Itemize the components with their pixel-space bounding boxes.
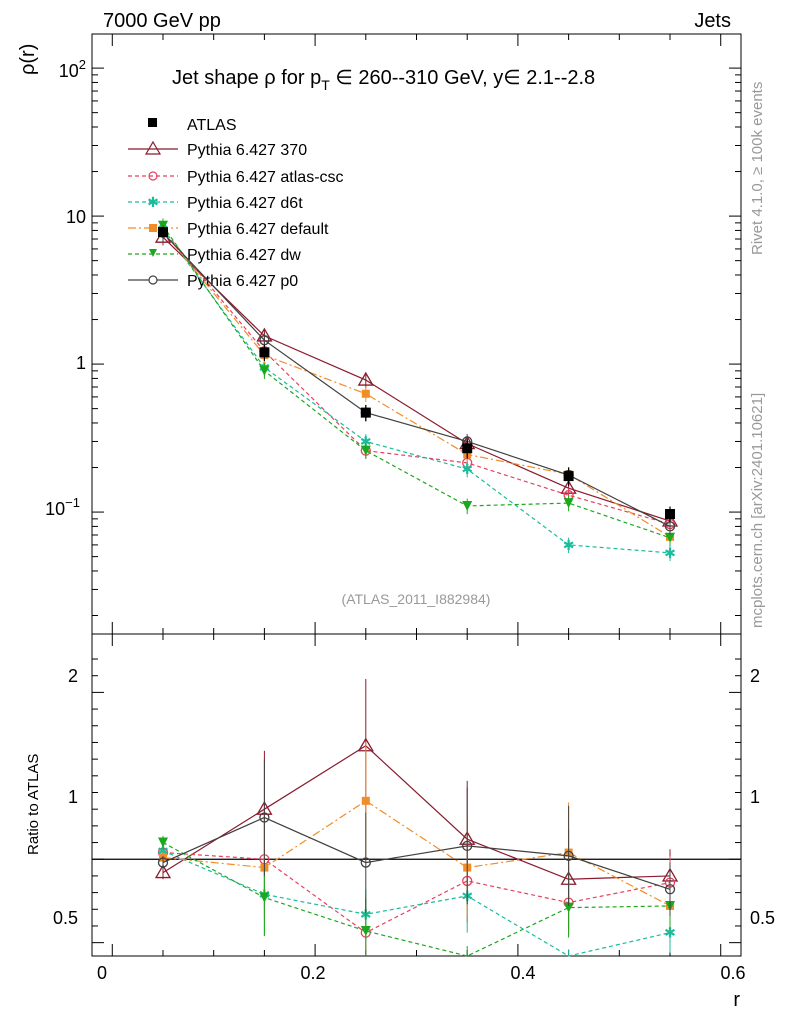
series-line-pythia-6-427-p0 xyxy=(162,232,671,527)
axis-ticks xyxy=(92,34,741,956)
legend-label-370: Pythia 6.427 370 xyxy=(187,142,307,159)
series-line-pythia-6-427-d6t xyxy=(162,228,671,554)
y-tick-label-0.1: 10−1 xyxy=(45,495,80,519)
ratio-tick-label-0.5-right: 0.5 xyxy=(750,908,775,928)
ratio-point-pythia-6-427-p0 xyxy=(664,884,676,895)
ratio-panel-marks: ✱✱✱✱✱ xyxy=(154,679,679,957)
atlas-data-point xyxy=(462,443,473,454)
data-point-pythia-6-427-dw xyxy=(665,532,676,543)
atlas-data-point xyxy=(259,347,270,358)
ratio-y-axis-label: Ratio to ATLAS xyxy=(25,754,42,855)
data-point-pythia-6-427-dw xyxy=(259,365,270,376)
ratio-point-pythia-6-427-default xyxy=(361,796,370,805)
data-point-pythia-6-427-dw xyxy=(360,445,371,456)
ratio-tick-label-2: 2 xyxy=(68,666,78,686)
header-right: Jets xyxy=(694,10,731,32)
ratio-line-pythia-6-427-p0 xyxy=(162,816,671,890)
x-tick-label-0.2: 0.2 xyxy=(300,963,325,983)
atlas-data-point xyxy=(665,509,676,520)
y-tick-label-1: 1 xyxy=(76,353,86,373)
ratio-point-pythia-6-427-370 xyxy=(154,864,172,879)
legend-label-atlas-csc: Pythia 6.427 atlas-csc xyxy=(187,169,344,186)
legend-marker-d6t: ✱ xyxy=(147,194,159,210)
y-tick-label-10: 10 xyxy=(66,207,86,227)
series-line-pythia-6-427-dw xyxy=(162,225,671,539)
ratio-point-pythia-6-427-p0 xyxy=(462,840,473,852)
data-point-pythia-6-427-dw xyxy=(462,500,473,511)
side-label-bottom: mcplots.cern.ch [arXiv:2401.10621] xyxy=(749,393,766,628)
data-point-pythia-6-427-d6t: ✱ xyxy=(664,545,676,561)
x-tick-label-0.6: 0.6 xyxy=(720,963,745,983)
ratio-point-pythia-6-427-dw xyxy=(157,837,168,848)
data-point-pythia-6-427-d6t: ✱ xyxy=(461,461,473,477)
main-panel-marks: ✱✱✱✱✱✱ xyxy=(154,218,679,562)
ratio-tick-label-0.5: 0.5 xyxy=(53,908,78,928)
legend-marker-p0 xyxy=(148,275,158,285)
legend-label-default: Pythia 6.427 default xyxy=(187,221,329,238)
atlas-data-point xyxy=(157,227,168,238)
x-axis-label: r xyxy=(733,989,740,1011)
ratio-point-pythia-6-427-p0 xyxy=(360,857,371,868)
ratio-point-pythia-6-427-dw xyxy=(563,902,574,913)
ratio-tick-label-1: 1 xyxy=(68,787,78,807)
data-point-pythia-6-427-default xyxy=(361,389,370,398)
ratio-line-pythia-6-427-370 xyxy=(162,745,671,880)
ratio-point-pythia-6-427-p0 xyxy=(563,850,574,862)
ratio-line-pythia-6-427-default xyxy=(162,800,671,907)
ratio-panel-frame xyxy=(91,633,742,957)
legend-marker-atlas-csc xyxy=(148,171,158,181)
data-point-pythia-6-427-d6t: ✱ xyxy=(360,433,372,449)
ratio-line-pythia-6-427-atlas-csc xyxy=(162,851,671,934)
series-line-pythia-6-427-default xyxy=(162,230,671,538)
header-left: 7000 GeV pp xyxy=(103,10,221,32)
ratio-line-pythia-6-427-dw xyxy=(162,842,671,957)
ratio-point-pythia-6-427-d6t: ✱ xyxy=(664,925,676,941)
legend-label-p0: Pythia 6.427 p0 xyxy=(187,273,298,290)
side-label-top: Rivet 4.1.0, ≥ 100k events xyxy=(749,82,766,255)
ratio-point-pythia-6-427-p0 xyxy=(157,857,169,868)
data-point-pythia-6-427-p0 xyxy=(259,335,270,346)
ratio-line-pythia-6-427-d6t xyxy=(162,850,671,957)
x-tick-label-0: 0 xyxy=(97,963,107,983)
ratio-tick-label-1-right: 1 xyxy=(750,787,760,807)
atlas-data-point xyxy=(563,471,574,482)
legend-marker-370 xyxy=(144,140,162,155)
legend-label-dw: Pythia 6.427 dw xyxy=(187,247,301,264)
ratio-point-pythia-6-427-p0 xyxy=(259,812,270,823)
legend-label-d6t: Pythia 6.427 d6t xyxy=(187,195,303,212)
series-line-pythia-6-427-370 xyxy=(162,236,671,522)
chart-title: Jet shape ρ for pT ∈ 260--310 GeV, y∈ 2.… xyxy=(172,67,595,93)
legend: ATLAS Pythia 6.427 370 Pythia 6.427 atla… xyxy=(128,117,344,290)
legend-marker-atlas xyxy=(148,118,157,127)
atlas-data-point xyxy=(360,407,371,418)
legend-marker-default xyxy=(149,224,157,232)
ratio-point-pythia-6-427-dw xyxy=(259,892,270,903)
analysis-tag: (ATLAS_2011_I882984) xyxy=(342,591,491,607)
ratio-point-pythia-6-427-dw xyxy=(360,925,371,936)
legend-label-atlas: ATLAS xyxy=(187,117,237,134)
data-point-pythia-6-427-p0 xyxy=(664,521,676,532)
x-tick-label-0.4: 0.4 xyxy=(510,963,535,983)
y-axis-label: ρ(r) xyxy=(17,44,39,75)
data-point-pythia-6-427-370 xyxy=(357,371,374,386)
data-point-pythia-6-427-dw xyxy=(563,498,574,509)
ratio-tick-label-2-right: 2 xyxy=(750,666,760,686)
legend-marker-dw xyxy=(149,249,157,257)
data-point-pythia-6-427-d6t: ✱ xyxy=(563,537,575,553)
series-line-pythia-6-427-atlas-csc xyxy=(162,229,671,525)
y-tick-label-100: 102 xyxy=(59,57,86,81)
